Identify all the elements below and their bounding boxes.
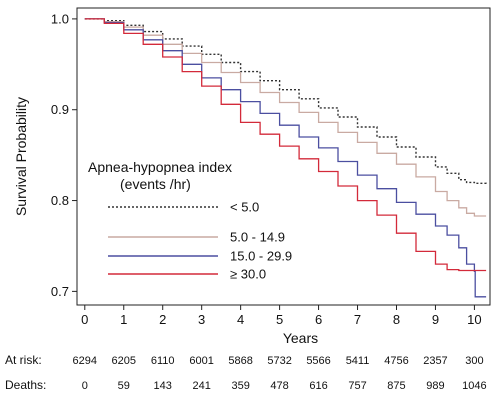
at-risk-value: 6110 [151, 355, 175, 367]
at-risk-value: 6001 [189, 355, 213, 367]
at-risk-value: 6205 [112, 355, 136, 367]
at-risk-value: 5566 [306, 355, 330, 367]
y-tick-label: 0.9 [51, 102, 69, 117]
x-tick-label: 3 [198, 312, 205, 327]
legend-label-0: < 5.0 [230, 200, 259, 215]
deaths-value: 757 [348, 380, 366, 392]
at-risk-value: 300 [465, 355, 483, 367]
x-tick-label: 1 [120, 312, 127, 327]
deaths-value: 143 [154, 380, 172, 392]
axes-layer: 0 1 2 3 4 5 6 7 8 9 10 0.7 0.8 0.9 1.0 Years Survival Pr… [13, 7, 491, 346]
at-risk-value: 5868 [228, 355, 252, 367]
risk-table: At risk: Deaths: 6294 6205 6110 6001 5868 5732 5… [5, 353, 487, 392]
y-tick-label: 0.7 [51, 284, 69, 299]
at-risk-value: 4756 [384, 355, 408, 367]
x-axis-label: Years [283, 330, 318, 346]
y-axis-label: Survival Probability [13, 97, 29, 216]
deaths-value: 59 [118, 380, 130, 392]
deaths-value: 0 [82, 380, 88, 392]
plot-frame [76, 7, 491, 306]
x-tick-label: 10 [467, 312, 481, 327]
deaths-value: 478 [270, 380, 288, 392]
x-tick-label: 9 [432, 312, 439, 327]
at-risk-label: At risk: [5, 353, 42, 367]
at-risk-value: 2357 [423, 355, 447, 367]
series-line-3 [84, 18, 487, 272]
at-risk-value: 5732 [267, 355, 291, 367]
x-tick-label: 8 [393, 312, 400, 327]
series-line-0 [84, 18, 487, 185]
x-tick-label: 4 [237, 312, 244, 327]
at-risk-value: 6294 [73, 355, 97, 367]
legend-label-1: 5.0 - 14.9 [230, 230, 285, 245]
x-tick-label: 7 [354, 312, 361, 327]
y-tick-label: 0.8 [51, 193, 69, 208]
x-tick-label: 2 [159, 312, 166, 327]
deaths-value: 875 [387, 380, 405, 392]
deaths-value: 616 [309, 380, 327, 392]
legend-label-2: 15.0 - 29.9 [230, 249, 292, 264]
at-risk-value: 5411 [346, 355, 370, 367]
deaths-value: 989 [426, 380, 444, 392]
legend-label-3: ≥ 30.0 [230, 267, 266, 282]
legend-title: Apnea-hypopnea index [88, 159, 232, 175]
legend: Apnea-hypopnea index(events /hr) < 5.0 5.0… [88, 159, 292, 282]
deaths-value: 241 [192, 380, 210, 392]
x-tick-label: 5 [276, 312, 283, 327]
deaths-label: Deaths: [5, 378, 46, 392]
series-layer [84, 18, 487, 298]
deaths-value: 359 [231, 380, 249, 392]
deaths-value: 1046 [462, 380, 486, 392]
y-tick-label: 1.0 [51, 11, 69, 26]
x-tick-label: 6 [315, 312, 322, 327]
x-tick-label: 0 [81, 312, 88, 327]
legend-subtitle: (events /hr) [120, 176, 191, 192]
